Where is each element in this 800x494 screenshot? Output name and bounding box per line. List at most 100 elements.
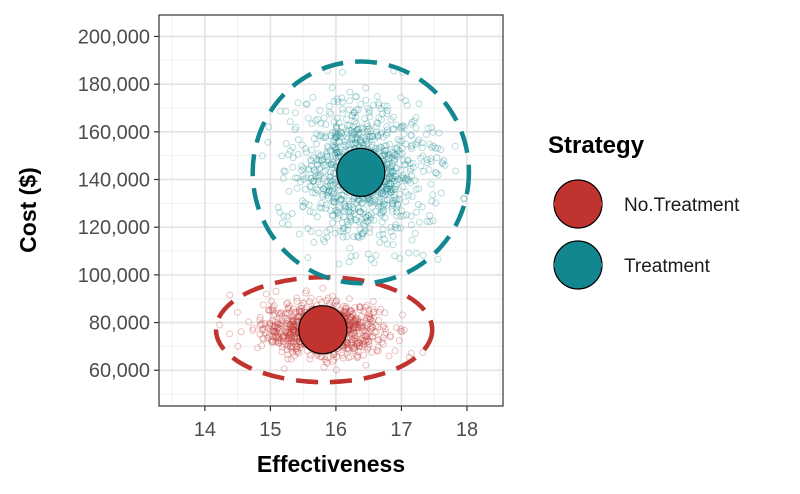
point-treatment	[333, 133, 341, 141]
point-treatment	[337, 195, 345, 203]
point-treatment	[350, 109, 358, 117]
point-treatment	[328, 188, 336, 196]
point-treatment	[379, 207, 387, 215]
point-no-treatment	[290, 335, 298, 342]
point-treatment	[315, 229, 323, 237]
point-treatment	[410, 117, 418, 125]
point-treatment	[347, 215, 355, 223]
point-treatment	[368, 132, 376, 140]
point-treatment	[288, 210, 296, 217]
point-no-treatment	[350, 330, 358, 338]
point-treatment	[354, 106, 362, 114]
point-treatment	[385, 174, 393, 182]
point-treatment	[432, 169, 440, 177]
point-treatment	[390, 113, 397, 121]
point-treatment	[346, 97, 354, 105]
point-no-treatment	[357, 320, 365, 327]
point-treatment	[390, 156, 398, 164]
point-treatment	[360, 205, 368, 213]
point-no-treatment	[346, 307, 354, 315]
point-treatment	[412, 140, 420, 148]
point-no-treatment	[379, 340, 387, 348]
point-treatment	[413, 138, 421, 146]
point-treatment	[351, 135, 359, 143]
point-treatment	[391, 177, 398, 185]
point-no-treatment	[352, 317, 360, 325]
point-treatment	[365, 124, 373, 132]
point-treatment	[354, 134, 362, 142]
point-no-treatment	[419, 348, 427, 356]
point-treatment	[322, 121, 330, 128]
point-treatment	[316, 165, 324, 172]
point-no-treatment	[256, 313, 264, 321]
point-treatment	[371, 191, 379, 199]
point-treatment	[332, 134, 340, 142]
point-no-treatment	[356, 321, 364, 329]
point-no-treatment	[284, 304, 292, 312]
point-treatment	[357, 124, 365, 132]
point-no-treatment	[354, 324, 362, 332]
point-treatment	[341, 200, 349, 208]
point-no-treatment	[354, 315, 362, 323]
point-no-treatment	[295, 312, 303, 320]
point-treatment	[382, 184, 390, 192]
point-treatment	[328, 84, 336, 92]
point-treatment	[375, 231, 383, 239]
point-no-treatment	[340, 302, 347, 310]
point-treatment	[342, 146, 349, 153]
point-treatment	[402, 140, 410, 148]
point-treatment	[355, 197, 363, 205]
point-no-treatment	[295, 349, 303, 357]
point-no-treatment	[290, 305, 297, 313]
point-treatment	[385, 182, 393, 190]
point-treatment	[432, 144, 439, 152]
point-no-treatment	[374, 323, 382, 331]
point-no-treatment	[277, 337, 285, 345]
point-treatment	[348, 133, 356, 141]
point-no-treatment	[271, 310, 279, 318]
point-no-treatment	[351, 334, 358, 342]
point-no-treatment	[258, 320, 266, 328]
point-treatment	[374, 132, 382, 139]
point-no-treatment	[274, 324, 282, 332]
point-treatment	[351, 216, 359, 224]
point-treatment	[336, 131, 343, 139]
point-no-treatment	[271, 327, 279, 335]
point-no-treatment	[358, 343, 366, 350]
point-no-treatment	[234, 342, 242, 350]
point-no-treatment	[284, 299, 292, 307]
point-treatment	[333, 148, 341, 156]
point-no-treatment	[368, 323, 376, 331]
point-treatment	[309, 189, 316, 197]
point-treatment	[417, 162, 425, 170]
point-no-treatment	[354, 348, 362, 356]
point-no-treatment	[351, 304, 359, 312]
point-no-treatment	[303, 287, 310, 295]
point-treatment	[367, 214, 375, 222]
point-no-treatment	[291, 323, 299, 331]
point-no-treatment	[357, 336, 365, 344]
point-no-treatment	[349, 338, 357, 346]
point-no-treatment	[265, 306, 273, 314]
point-no-treatment	[283, 309, 291, 317]
point-treatment	[328, 158, 336, 166]
point-treatment	[350, 128, 358, 136]
point-treatment	[356, 225, 364, 233]
point-treatment	[350, 233, 358, 241]
point-no-treatment	[288, 335, 296, 343]
point-treatment	[389, 200, 396, 207]
point-treatment	[376, 239, 384, 246]
point-treatment	[316, 152, 324, 160]
point-treatment	[382, 153, 390, 161]
point-no-treatment	[275, 334, 283, 342]
point-treatment	[400, 174, 408, 182]
point-treatment	[375, 200, 383, 208]
point-no-treatment	[285, 335, 293, 343]
point-no-treatment	[272, 287, 280, 295]
point-treatment	[429, 217, 437, 225]
point-treatment	[383, 159, 391, 166]
point-treatment	[364, 125, 372, 133]
point-treatment	[347, 217, 355, 225]
point-treatment	[341, 205, 349, 213]
point-no-treatment	[259, 334, 267, 342]
